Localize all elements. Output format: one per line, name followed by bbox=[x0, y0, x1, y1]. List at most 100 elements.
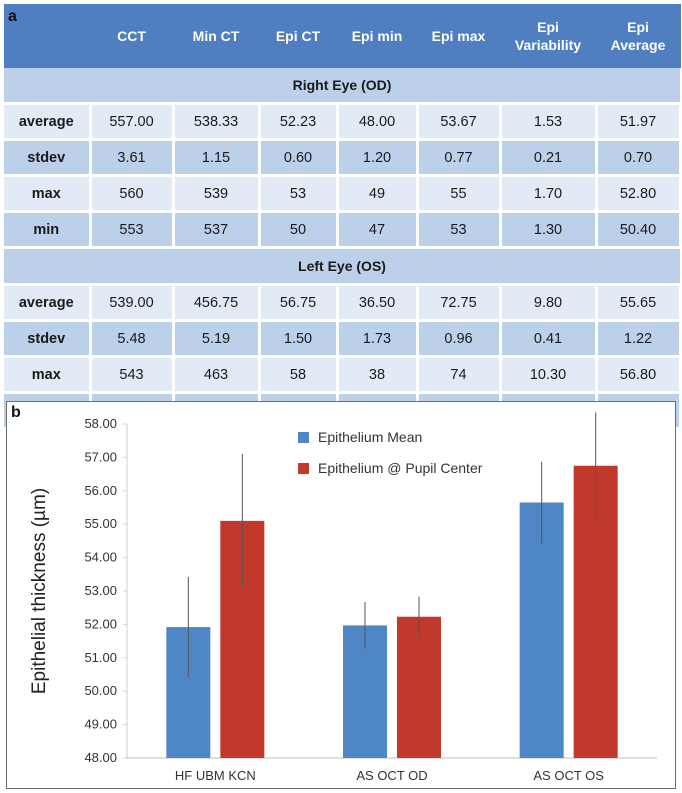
table-cell: 537 bbox=[173, 211, 261, 249]
y-tick-label: 49.00 bbox=[84, 717, 117, 732]
table-cell: 560 bbox=[90, 175, 175, 213]
legend-label: Epithelium Mean bbox=[318, 429, 422, 445]
column-header: Epi max bbox=[417, 4, 501, 68]
table-cell: 0.41 bbox=[500, 320, 598, 358]
row-label: stdev bbox=[4, 320, 92, 358]
table-cell: 48.00 bbox=[337, 103, 419, 141]
table-cell: 5.48 bbox=[90, 320, 175, 358]
table-row: stdev 3.61 1.15 0.60 1.20 0.77 0.21 0.70 bbox=[4, 139, 682, 177]
table-cell: 0.77 bbox=[417, 139, 502, 177]
column-header: CCT bbox=[90, 4, 174, 68]
table-cell: 9.80 bbox=[500, 284, 598, 322]
group-title-row: Right Eye (OD) bbox=[4, 68, 680, 105]
table-cell: 51.97 bbox=[596, 103, 682, 141]
table-cell: 50 bbox=[259, 211, 339, 249]
bar bbox=[519, 502, 564, 758]
panel-b-letter: b bbox=[11, 404, 21, 421]
statistics-table: a CCT Min CT Epi CT Epi min Epi max Epi … bbox=[4, 4, 682, 430]
row-label: min bbox=[4, 211, 92, 249]
row-label: max bbox=[4, 175, 92, 213]
table-cell: 1.30 bbox=[500, 211, 598, 249]
legend-label: Epithelium @ Pupil Center bbox=[318, 460, 483, 476]
x-tick-label: HF UBM KCN bbox=[175, 768, 256, 783]
y-tick-label: 48.00 bbox=[84, 750, 117, 765]
bar-chart: 48.00 49.00 50.00 51.00 52.00 53.00 54.00 55.00… bbox=[29, 412, 657, 783]
y-tick-label: 54.00 bbox=[84, 550, 117, 565]
table-cell: 58 bbox=[259, 356, 339, 394]
table-cell: 539 bbox=[173, 175, 261, 213]
table-cell: 1.53 bbox=[500, 103, 598, 141]
table-cell: 0.60 bbox=[259, 139, 339, 177]
y-tick-label: 50.00 bbox=[84, 683, 117, 698]
table-cell: 0.70 bbox=[596, 139, 682, 177]
table-cell: 52.80 bbox=[596, 175, 682, 213]
x-tick-label: AS OCT OD bbox=[356, 768, 427, 783]
table-cell: 38 bbox=[337, 356, 419, 394]
column-header: Epi Average bbox=[596, 4, 681, 68]
y-tick-label: 58.00 bbox=[84, 416, 117, 431]
y-tick-label: 55.00 bbox=[84, 516, 117, 531]
column-header: Epi min bbox=[337, 4, 418, 68]
column-header: Epi CT bbox=[259, 4, 338, 68]
y-tick-label: 57.00 bbox=[84, 449, 117, 464]
group-title: Left Eye (OS) bbox=[4, 247, 680, 286]
y-axis-label: Epithelial thickness (µm) bbox=[29, 488, 50, 694]
table-cell: 5.19 bbox=[173, 320, 261, 358]
table-cell: 1.73 bbox=[337, 320, 419, 358]
table-header-row: a CCT Min CT Epi CT Epi min Epi max Epi … bbox=[4, 4, 681, 68]
table-row: average 539.00 456.75 56.75 36.50 72.75 9.80 55… bbox=[4, 284, 682, 322]
table-cell: 538.33 bbox=[173, 103, 261, 141]
table-cell: 10.30 bbox=[500, 356, 598, 394]
group-title: Right Eye (OD) bbox=[4, 68, 680, 105]
column-header: Min CT bbox=[173, 4, 260, 68]
table-cell: 55.65 bbox=[596, 284, 682, 322]
table-cell: 56.80 bbox=[596, 356, 682, 394]
table-panel: a CCT Min CT Epi CT Epi min Epi max Epi … bbox=[0, 0, 682, 430]
table-row: max 543 463 58 38 74 10.30 56.80 bbox=[4, 356, 682, 394]
legend-swatch bbox=[298, 432, 309, 443]
table-cell: 543 bbox=[90, 356, 175, 394]
table-cell: 1.15 bbox=[173, 139, 261, 177]
table-cell: 53 bbox=[417, 211, 502, 249]
table-cell: 36.50 bbox=[337, 284, 419, 322]
y-tick-label: 53.00 bbox=[84, 583, 117, 598]
table-cell: 1.50 bbox=[259, 320, 339, 358]
table-row: min 553 537 50 47 53 1.30 50.40 bbox=[4, 211, 682, 249]
panel-a-letter: a bbox=[4, 4, 91, 68]
table-cell: 52.23 bbox=[259, 103, 339, 141]
table-cell: 74 bbox=[417, 356, 502, 394]
chart-panel: b 48.00 49.00 50.00 51.00 52.00 53.00 54.00 55.… bbox=[6, 401, 676, 789]
bar bbox=[397, 616, 441, 758]
table-body: Right Eye (OD) average 557.00 538.33 52.23 48… bbox=[4, 68, 682, 430]
y-tick-label: 56.00 bbox=[84, 483, 117, 498]
table-row: max 560 539 53 49 55 1.70 52.80 bbox=[4, 175, 682, 213]
table-cell: 56.75 bbox=[259, 284, 339, 322]
table-cell: 553 bbox=[90, 211, 175, 249]
legend-swatch bbox=[298, 463, 309, 474]
table-cell: 55 bbox=[417, 175, 502, 213]
table-cell: 53 bbox=[259, 175, 339, 213]
table-cell: 557.00 bbox=[90, 103, 175, 141]
table-cell: 463 bbox=[173, 356, 261, 394]
y-tick-label: 52.00 bbox=[84, 616, 117, 631]
table-row: average 557.00 538.33 52.23 48.00 53.67 1.53 51… bbox=[4, 103, 682, 141]
table-cell: 3.61 bbox=[90, 139, 175, 177]
table-cell: 539.00 bbox=[90, 284, 175, 322]
table-cell: 53.67 bbox=[417, 103, 502, 141]
row-label: stdev bbox=[4, 139, 92, 177]
group-title-row: Left Eye (OS) bbox=[4, 247, 680, 286]
table-cell: 0.96 bbox=[417, 320, 502, 358]
table-cell: 456.75 bbox=[173, 284, 261, 322]
row-label: average bbox=[4, 103, 92, 141]
y-tick-label: 51.00 bbox=[84, 650, 117, 665]
row-label: average bbox=[4, 284, 92, 322]
table-cell: 47 bbox=[337, 211, 419, 249]
table-cell: 50.40 bbox=[596, 211, 682, 249]
table-cell: 1.70 bbox=[500, 175, 598, 213]
table-cell: 1.20 bbox=[337, 139, 419, 177]
column-header: Epi Variability bbox=[500, 4, 597, 68]
table-cell: 49 bbox=[337, 175, 419, 213]
row-label: max bbox=[4, 356, 92, 394]
table-row: stdev 5.48 5.19 1.50 1.73 0.96 0.41 1.22 bbox=[4, 320, 682, 358]
table-cell: 0.21 bbox=[500, 139, 598, 177]
